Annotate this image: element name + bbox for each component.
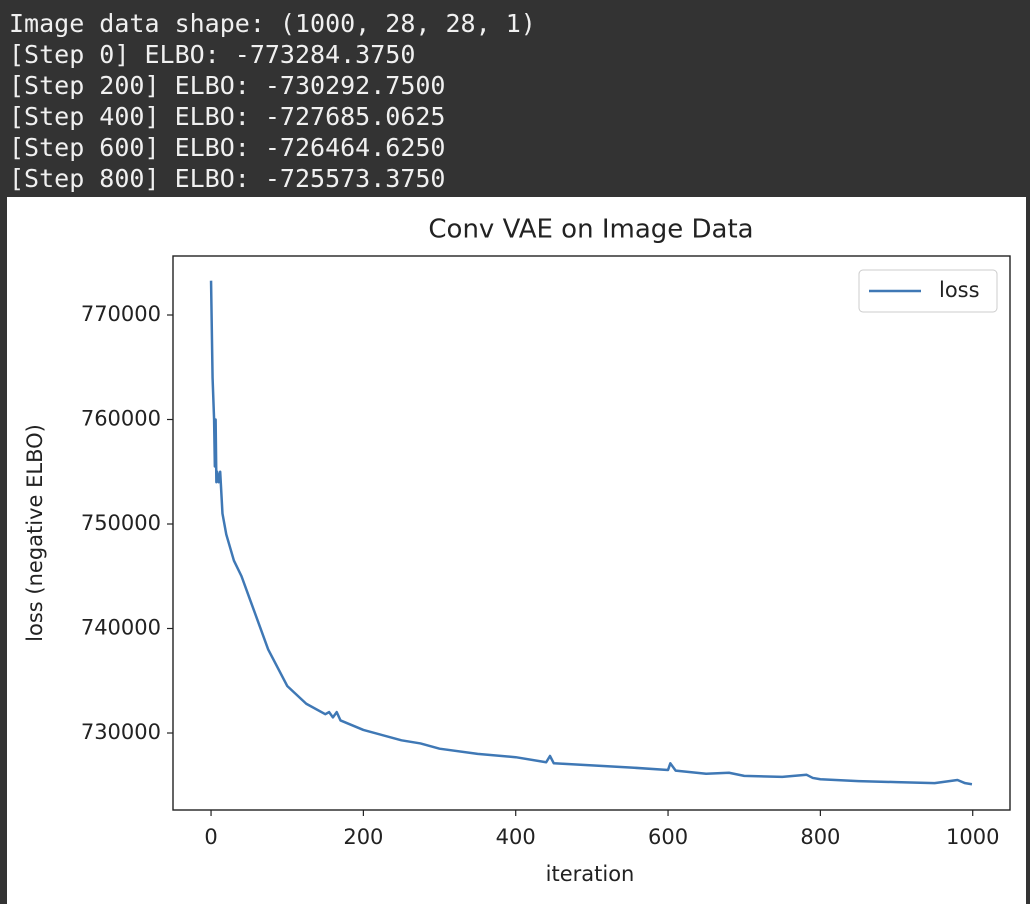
legend-box [858,269,998,313]
x-tick-label: 800 [800,825,840,849]
chart-title: Conv VAE on Image Data [428,215,753,245]
console-line: Image data shape: (1000, 28, 28, 1) [9,9,536,38]
legend-label: loss [939,278,980,302]
y-tick-label: 750000 [81,511,161,535]
x-tick-label: 0 [204,825,217,849]
x-tick-label: 400 [496,825,536,849]
y-tick-label: 760000 [81,407,161,431]
console-line: [Step 600] ELBO: -726464.6250 [9,133,446,162]
y-tick-label: 770000 [81,302,161,326]
console-output: Image data shape: (1000, 28, 28, 1)[Step… [9,9,536,193]
x-tick-label: 1000 [946,825,999,849]
console-line: [Step 0] ELBO: -773284.3750 [9,40,415,69]
figure-background [7,197,1026,904]
y-tick-label: 740000 [81,616,161,640]
chart: Conv VAE on Image Data iteration loss (n… [23,215,1011,886]
console-line: [Step 800] ELBO: -725573.3750 [9,164,446,193]
console-line: [Step 200] ELBO: -730292.7500 [9,71,446,100]
y-axis-label: loss (negative ELBO) [23,424,47,642]
y-tick-label: 730000 [81,720,161,744]
loss-line [209,280,973,786]
axes-frame [172,255,1011,811]
x-tick-label: 200 [343,825,383,849]
console-line: [Step 400] ELBO: -727685.0625 [9,102,446,131]
x-axis-label: iteration [546,862,635,886]
x-tick-label: 600 [648,825,688,849]
